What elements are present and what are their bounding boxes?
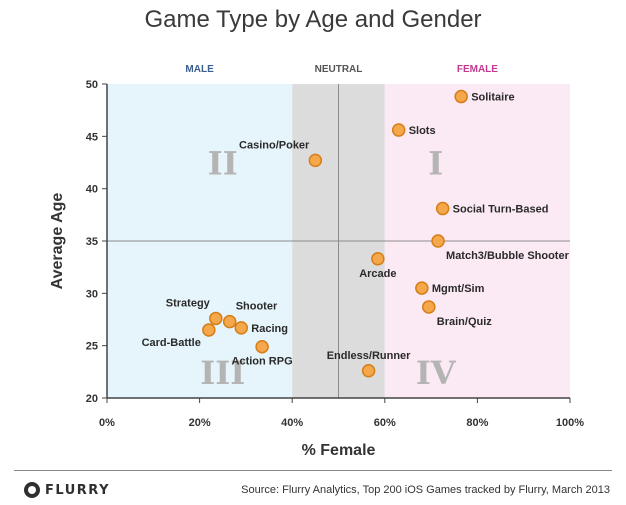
point-label-solitaire: Solitaire [471,92,514,104]
point-label-match3-bubble-shooter: Match3/Bubble Shooter [446,250,570,262]
point-label-slots: Slots [409,125,436,137]
point-card-battle [202,323,216,337]
point-endless-runner [361,364,376,378]
y-tick-label: 20 [86,393,98,405]
y-tick-label: 45 [86,131,98,143]
quadrant-label-iii: III [200,354,245,392]
point-label-strategy: Strategy [166,297,211,309]
point-label-racing: Racing [251,323,288,335]
y-tick-label: 40 [86,184,98,196]
point-label-arcade: Arcade [359,268,396,280]
y-axis-title: Average Age [49,193,66,290]
y-tick-label: 50 [86,79,98,91]
point-racing [234,321,249,335]
zone-label-neutral: NEUTRAL [315,64,363,75]
point-label-endless-runner: Endless/Runner [327,350,411,362]
x-tick-label: 80% [466,417,488,429]
point-label-action-rpg: Action RPG [232,356,293,368]
data-points: Solitaire Slots Casino/Poker Social Turn-Ba… [142,89,570,378]
chart-title: Game Type by Age and Gender [144,6,482,33]
flurry-logo: FLURRY [24,482,110,498]
x-tick-label: 60% [374,417,396,429]
point-label-social-turn-based: Social Turn-Based [453,204,549,216]
zone-labels: MALE NEUTRAL FEMALE [185,64,498,75]
divider-lines [107,84,570,398]
zone-label-male: MALE [185,64,214,75]
quadrant-label-iv: IV [416,354,457,392]
quadrant-label-ii: II [208,145,238,183]
point-action-rpg [255,339,269,354]
point-solitaire [454,89,468,104]
x-tick-label: 100% [556,417,584,429]
point-shooter [222,314,237,329]
point-label-shooter: Shooter [236,301,278,313]
y-tick-label: 25 [86,341,98,353]
point-arcade [371,252,385,266]
flurry-logo-text: FLURRY [45,482,110,498]
x-tick-label: 40% [281,417,303,429]
x-axis-title: % Female [302,442,376,459]
zone-label-female: FEMALE [457,64,498,75]
footer-divider [14,470,612,471]
quadrant-label-i: I [428,145,443,183]
point-slots [391,123,406,137]
y-tick-label: 30 [86,288,98,300]
point-social-turn-based [435,201,450,216]
source-note: Source: Flurry Analytics, Top 200 iOS Ga… [241,484,610,496]
point-casino-poker [308,153,323,168]
y-tick-label: 35 [86,236,98,248]
flurry-logo-icon [24,482,40,498]
x-tick-label: 0% [99,417,115,429]
point-mgmt-sim [415,281,429,295]
x-tick-label: 20% [189,417,211,429]
point-label-mgmt-sim: Mgmt/Sim [432,283,485,295]
axes: 20 25 30 35 40 45 50 0% 20% 40% 60% 80% 100% [86,79,585,429]
point-label-brain-quiz: Brain/Quiz [437,316,493,328]
point-strategy [209,311,223,326]
point-label-casino-poker: Casino/Poker [239,139,310,151]
point-match3-bubble-shooter [431,234,445,248]
point-brain-quiz [422,300,436,314]
point-label-card-battle: Card-Battle [142,337,201,349]
